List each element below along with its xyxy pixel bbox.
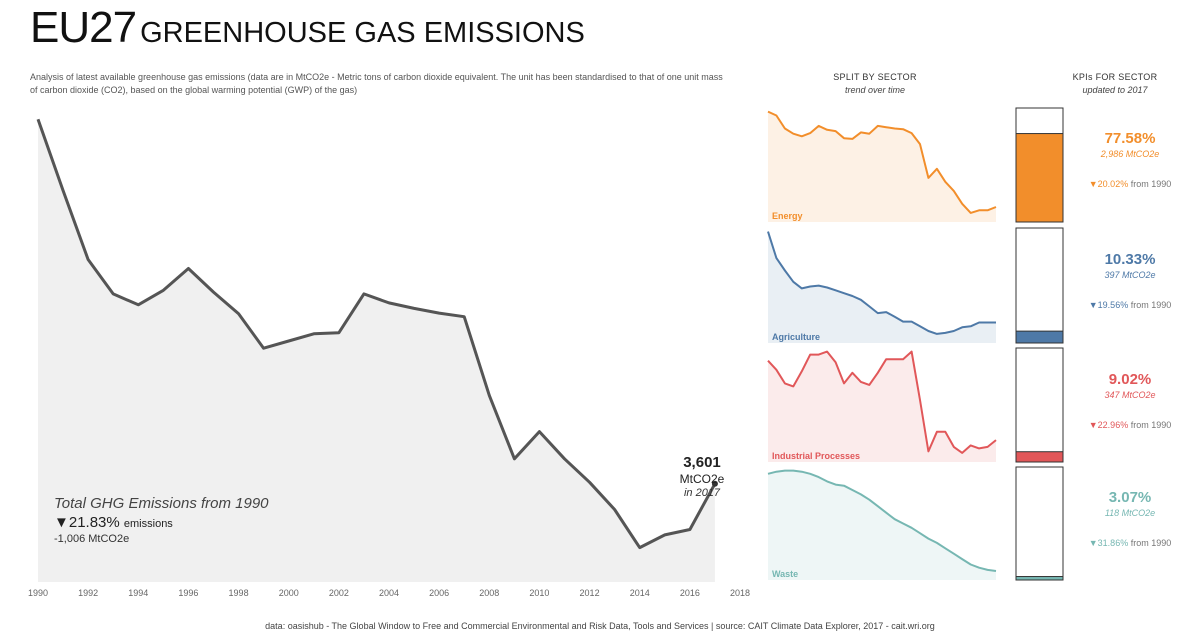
kpi-change-waste: ▼31.86% from 1990 [1075, 537, 1185, 549]
sector-line-agriculture [767, 231, 996, 335]
total-annotation: Total GHG Emissions from 1990 ▼21.83% em… [54, 495, 269, 545]
kpi-bar-fill-agriculture [1015, 330, 1064, 344]
kpi-change-value: 22.96% [1097, 420, 1129, 430]
x-tick-1990: 1990 [28, 588, 48, 598]
kpi-energy: 77.58% 2,986 MtCO2e ▼20.02% from 1990 [1075, 130, 1185, 190]
kpi-change-industrial: ▼22.96% from 1990 [1075, 419, 1185, 431]
total-triangle-icon: ▼ [54, 514, 69, 531]
sector-label-agriculture: Agriculture [772, 332, 820, 342]
x-tick-2002: 2002 [329, 588, 349, 598]
page-subtitle: Analysis of latest available greenhouse … [30, 72, 723, 95]
total-annotation-title: Total GHG Emissions from 1990 [54, 495, 269, 512]
kpi-bar-frame-industrial [1015, 347, 1064, 463]
kpi-change-from: from 1990 [1128, 538, 1172, 548]
down-triangle-icon: ▼ [1088, 538, 1098, 548]
total-point-2017 [711, 480, 718, 487]
kpi-bar-fill-waste [1015, 576, 1064, 581]
kpi-abs-industrial: 347 MtCO2e [1104, 390, 1156, 400]
kpi-change-from: from 1990 [1128, 300, 1172, 310]
kpi-bar-frame-waste [1015, 466, 1064, 581]
kpi-header-subtitle: updated to 2017 [1082, 85, 1148, 95]
kpi-change-value: 20.02% [1097, 179, 1129, 189]
kpi-abs-waste: 118 MtCO2e [1104, 508, 1156, 518]
sector-line-waste [767, 469, 997, 572]
x-tick-2010: 2010 [529, 588, 549, 598]
end-label-when: in 2017 [683, 487, 721, 499]
sector-label-waste: Waste [772, 569, 798, 579]
x-tick-1994: 1994 [128, 588, 148, 598]
down-triangle-icon: ▼ [1088, 420, 1098, 430]
down-triangle-icon: ▼ [1088, 300, 1098, 310]
split-header: SPLIT BY SECTOR trend over time [800, 71, 950, 97]
kpi-change-value: 31.86% [1097, 538, 1129, 548]
total-emissions-line [36, 118, 717, 550]
x-tick-2008: 2008 [479, 588, 499, 598]
x-tick-2014: 2014 [630, 588, 650, 598]
kpi-pct-industrial: 9.02% [1108, 371, 1152, 388]
kpi-bar-fill-industrial [1015, 451, 1064, 463]
x-tick-2018: 2018 [730, 588, 750, 598]
down-triangle-icon: ▼ [1088, 179, 1098, 189]
sector-line-energy [767, 110, 997, 214]
kpi-abs-agriculture: 397 MtCO2e [1104, 270, 1156, 280]
sector-area-industrial [768, 351, 996, 462]
total-annotation-pct-row: ▼21.83% emissions [54, 514, 269, 531]
sector-line-industrial [767, 350, 997, 454]
title-eu27: EU27 [30, 3, 137, 52]
kpi-header: KPIs FOR SECTOR updated to 2017 [1045, 71, 1185, 97]
kpi-agriculture: 10.33% 397 MtCO2e ▼19.56% from 1990 [1075, 251, 1185, 311]
kpi-change-energy: ▼20.02% from 1990 [1075, 178, 1185, 190]
total-annotation-pct-label: emissions [123, 518, 173, 530]
total-area-fill [38, 119, 715, 582]
x-tick-2004: 2004 [379, 588, 399, 598]
sector-label-industrial: Industrial Processes [772, 451, 860, 461]
sector-area-agriculture [768, 231, 996, 343]
kpi-bar-frame-agriculture [1015, 227, 1064, 344]
x-tick-2006: 2006 [429, 588, 449, 598]
end-label-unit: MtCO2e [679, 472, 725, 486]
split-header-subtitle: trend over time [844, 85, 906, 95]
kpi-abs-energy: 2,986 MtCO2e [1100, 149, 1160, 159]
x-tick-1998: 1998 [229, 588, 249, 598]
kpi-pct-energy: 77.58% [1104, 130, 1156, 147]
kpi-pct-agriculture: 10.33% [1104, 251, 1156, 268]
kpi-header-title: KPIs FOR SECTOR [1072, 72, 1158, 82]
kpi-change-value: 19.56% [1097, 300, 1129, 310]
x-tick-1996: 1996 [178, 588, 198, 598]
x-tick-2016: 2016 [680, 588, 700, 598]
sector-area-energy [768, 111, 996, 222]
x-tick-1992: 1992 [78, 588, 98, 598]
total-annotation-abs: -1,006 MtCO2e [54, 533, 130, 545]
total-annotation-pct: 21.83% [68, 514, 120, 531]
kpi-change-agriculture: ▼19.56% from 1990 [1075, 299, 1185, 311]
kpi-waste: 3.07% 118 MtCO2e ▼31.86% from 1990 [1075, 489, 1185, 549]
page-title: EU27 GREENHOUSE GAS EMISSIONS [30, 6, 585, 50]
kpi-bar-fill-energy [1015, 133, 1064, 223]
title-rest: GREENHOUSE GAS EMISSIONS [140, 17, 585, 49]
kpi-industrial: 9.02% 347 MtCO2e ▼22.96% from 1990 [1075, 371, 1185, 431]
sector-label-energy: Energy [772, 211, 803, 221]
split-header-title: SPLIT BY SECTOR [833, 72, 917, 82]
x-tick-2012: 2012 [580, 588, 600, 598]
sector-area-waste [768, 470, 996, 580]
end-label-value: 3,601 [683, 454, 721, 471]
end-label: 3,601 MtCO2e in 2017 [662, 454, 742, 499]
footer-source: data: oasishub - The Global Window to Fr… [265, 621, 935, 631]
kpi-pct-waste: 3.07% [1108, 489, 1152, 506]
kpi-change-from: from 1990 [1128, 179, 1172, 189]
kpi-change-from: from 1990 [1128, 420, 1172, 430]
x-tick-2000: 2000 [279, 588, 299, 598]
